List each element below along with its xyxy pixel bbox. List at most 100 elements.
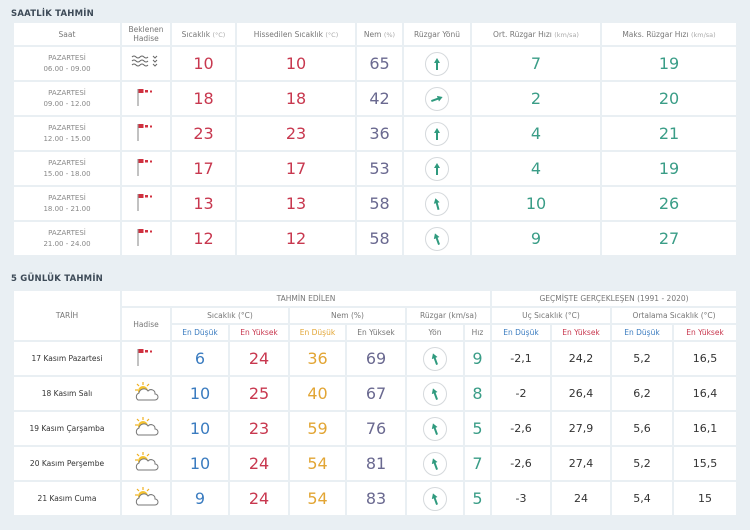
- avg-wind-cell: 4: [470, 115, 602, 152]
- uc-min-cell: -2: [490, 375, 552, 412]
- header-sicaklik: Sıcaklık (°C): [170, 306, 290, 325]
- ort-max-cell: 16,1: [671, 410, 739, 447]
- ort-max-cell: 16,5: [671, 340, 739, 377]
- header-hadise: Hadise: [120, 306, 172, 342]
- uc-min-cell: -2,6: [490, 410, 552, 447]
- wind-direction-icon: [423, 451, 447, 476]
- uc-min-cell: -3: [490, 480, 552, 517]
- avg-wind-cell: 4: [470, 150, 602, 187]
- header-hiz: Hız: [463, 323, 492, 342]
- header-en-yuksek: En Yüksek: [550, 323, 612, 342]
- header-ruzgar: Rüzgar (km/sa): [405, 306, 492, 325]
- feels-cell: 18: [235, 80, 357, 117]
- humidity-min-cell: 54: [288, 480, 347, 517]
- table-row: 19 Kasım Çarşamba 10 23 59 76 5 -2,6 27,…: [12, 410, 739, 447]
- humidity-max-cell: 83: [345, 480, 407, 517]
- header-yon: Rüzgar Yönü: [402, 21, 472, 47]
- time-cell: PAZARTESİ 06.00 - 09.00: [12, 45, 122, 82]
- header-hissedilen: Hissedilen Sıcaklık (°C): [235, 21, 357, 47]
- date-cell: 19 Kasım Çarşamba: [12, 410, 122, 447]
- temp-min-cell: 10: [170, 445, 230, 482]
- uc-max-cell: 24: [550, 480, 612, 517]
- wind-direction-icon: [423, 416, 447, 441]
- avg-wind-cell: 10: [470, 185, 602, 222]
- temp-cell: 17: [170, 150, 237, 187]
- temp-max-cell: 24: [228, 445, 290, 482]
- wind-flag-icon: [120, 340, 172, 377]
- ort-min-cell: 5,2: [610, 340, 674, 377]
- table-row: PAZARTESİ 12.00 - 15.00 23 23 36 4 21: [12, 115, 738, 152]
- uc-max-cell: 27,4: [550, 445, 612, 482]
- table-row: PAZARTESİ 21.00 - 24.00 12 12 58 9 27: [12, 220, 738, 257]
- wind-direction-icon: [423, 486, 447, 511]
- temp-min-cell: 6: [170, 340, 230, 377]
- table-row: 21 Kasım Cuma 9 24 54 83 5 -3 24 5,4 15: [12, 480, 739, 517]
- wind-direction-icon: [425, 51, 449, 76]
- table-row: 18 Kasım Salı 10 25 40 67 8 -2 26,4 6,2 …: [12, 375, 739, 412]
- humidity-cell: 58: [355, 185, 404, 222]
- wind-flag-icon: [120, 115, 172, 152]
- max-wind-cell: 27: [600, 220, 738, 257]
- temp-min-cell: 9: [170, 480, 230, 517]
- header-tahmin: TAHMİN EDİLEN: [120, 289, 492, 308]
- header-saat: Saat: [12, 21, 122, 47]
- wind-direction-icon: [425, 191, 449, 216]
- wind-direction-icon: [423, 346, 447, 371]
- hourly-table: Saat Beklenen Hadise Sıcaklık (°C) Hisse…: [12, 21, 738, 257]
- date-cell: 21 Kasım Cuma: [12, 480, 122, 517]
- feels-cell: 10: [235, 45, 357, 82]
- partly-cloudy-icon: [120, 445, 172, 482]
- temp-cell: 12: [170, 220, 237, 257]
- header-en-dusuk: En Düşük: [170, 323, 230, 342]
- wind-direction-icon: [425, 156, 449, 181]
- wind-speed-cell: 5: [463, 480, 492, 517]
- temp-max-cell: 24: [228, 480, 290, 517]
- wind-speed-cell: 9: [463, 340, 492, 377]
- wind-flag-icon: [120, 150, 172, 187]
- uc-max-cell: 26,4: [550, 375, 612, 412]
- humidity-cell: 42: [355, 80, 404, 117]
- partly-cloudy-icon: [120, 375, 172, 412]
- wind-speed-cell: 5: [463, 410, 492, 447]
- temp-max-cell: 24: [228, 340, 290, 377]
- header-ortalama: Ortalama Sıcaklık (°C): [609, 306, 739, 325]
- avg-wind-cell: 7: [470, 45, 602, 82]
- time-cell: PAZARTESİ 18.00 - 21.00: [12, 185, 122, 222]
- temp-min-cell: 10: [170, 410, 230, 447]
- time-cell: PAZARTESİ 15.00 - 18.00: [12, 150, 122, 187]
- avg-wind-cell: 2: [470, 80, 602, 117]
- ort-min-cell: 5,6: [610, 410, 674, 447]
- ort-min-cell: 5,2: [610, 445, 674, 482]
- header-sicaklik: Sıcaklık (°C): [170, 21, 237, 47]
- humidity-cell: 36: [355, 115, 404, 152]
- feels-cell: 13: [235, 185, 357, 222]
- humidity-min-cell: 40: [288, 375, 347, 412]
- header-en-dusuk: En Düşük: [610, 323, 674, 342]
- max-wind-cell: 19: [600, 150, 738, 187]
- humidity-max-cell: 67: [345, 375, 407, 412]
- ort-max-cell: 16,4: [671, 375, 739, 412]
- fog-icon: [120, 45, 172, 82]
- ort-min-cell: 6,2: [610, 375, 674, 412]
- wind-flag-icon: [120, 185, 172, 222]
- header-nem: Nem (%): [355, 21, 404, 47]
- max-wind-cell: 20: [600, 80, 738, 117]
- date-cell: 17 Kasım Pazartesi: [12, 340, 122, 377]
- header-maks: Maks. Rüzgar Hızı (km/sa): [600, 21, 738, 47]
- table-row: PAZARTESİ 18.00 - 21.00 13 13 58 10 26: [12, 185, 738, 222]
- table-row: PAZARTESİ 15.00 - 18.00 17 17 53 4 19: [12, 150, 738, 187]
- temp-max-cell: 25: [228, 375, 290, 412]
- hourly-title: SAATLİK TAHMİN: [11, 9, 94, 19]
- wind-direction-icon: [423, 381, 447, 406]
- table-row: PAZARTESİ 06.00 - 09.00 10 10 65 7 19: [12, 45, 738, 82]
- time-cell: PAZARTESİ 09.00 - 12.00: [12, 80, 122, 117]
- feels-cell: 17: [235, 150, 357, 187]
- ort-max-cell: 15,5: [671, 445, 739, 482]
- wind-direction-icon: [425, 86, 449, 111]
- wind-speed-cell: 8: [463, 375, 492, 412]
- table-row: 17 Kasım Pazartesi 6 24 36 69 9 -2,1 24,…: [12, 340, 739, 377]
- humidity-cell: 65: [355, 45, 404, 82]
- table-row: 20 Kasım Perşembe 10 24 54 81 7 -2,6 27,…: [12, 445, 739, 482]
- humidity-min-cell: 59: [288, 410, 347, 447]
- max-wind-cell: 19: [600, 45, 738, 82]
